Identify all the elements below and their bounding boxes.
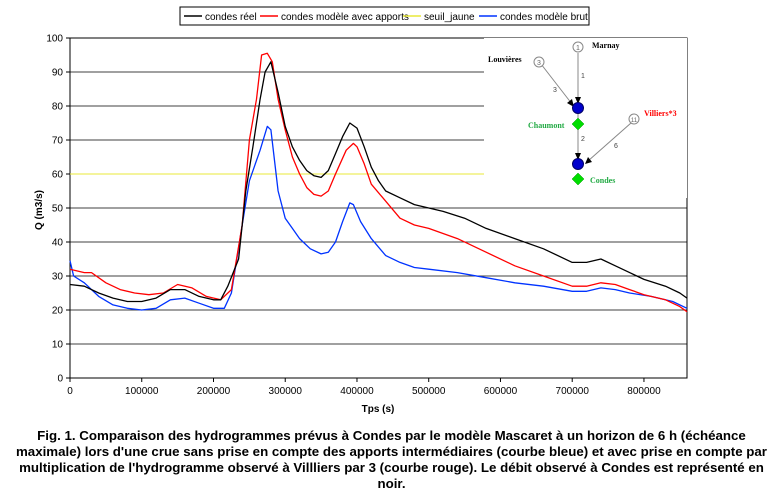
edge-louvieres-chaumont xyxy=(540,63,573,105)
y-tick-label: 100 xyxy=(46,34,63,45)
y-tick-label: 0 xyxy=(57,374,63,385)
y-tick-label: 20 xyxy=(52,306,64,317)
node-label-louvieres: Louvières xyxy=(488,55,522,64)
series-line-condes-r-el xyxy=(69,61,688,303)
x-tick-label: 100000 xyxy=(125,386,159,397)
legend-label-condes-reel: condes réel xyxy=(205,12,257,23)
node-villiers-circle xyxy=(628,113,640,125)
x-tick-label: 200000 xyxy=(197,386,231,397)
edge-label: 2 xyxy=(581,136,585,143)
x-axis-title: Tps (s) xyxy=(362,404,395,415)
y-tick-label: 90 xyxy=(52,68,64,79)
station-condes-diamond xyxy=(571,172,585,186)
figure-caption: Fig. 1. Comparaison des hydrogrammes pré… xyxy=(15,428,767,491)
y-tick-label: 30 xyxy=(52,272,64,283)
legend-label-modele-brut: condes modèle brut xyxy=(500,12,588,23)
edge-label: 1 xyxy=(581,73,585,80)
edge-label: 6 xyxy=(614,143,618,150)
series-line-condes-mod-le-brut xyxy=(69,125,688,311)
node-louvieres-number: 3 xyxy=(537,60,541,67)
y-tick-label: 60 xyxy=(52,170,64,181)
arrow-villiers xyxy=(585,157,592,164)
arrow-louvieres xyxy=(567,99,574,107)
node-label-condes: Condes xyxy=(590,176,615,185)
station-chaumont-diamond xyxy=(571,117,585,131)
node-label-marnay: Marnay xyxy=(592,41,620,50)
y-tick-label: 70 xyxy=(52,136,64,147)
x-tick-label: 400000 xyxy=(340,386,374,397)
chart-area: condes réel condes modèle avec apports s… xyxy=(34,6,688,415)
node-villiers-number: 11 xyxy=(631,118,638,124)
junction-condes-node xyxy=(572,158,584,170)
x-tick-label: 0 xyxy=(67,386,73,397)
legend-label-seuil-jaune: seuil_jaune xyxy=(424,12,475,23)
x-tick-label: 700000 xyxy=(556,386,590,397)
y-tick-label: 50 xyxy=(52,204,64,215)
edge-label: 3 xyxy=(553,87,557,94)
x-tick-label: 300000 xyxy=(269,386,303,397)
series-layer xyxy=(69,52,688,313)
series-line-condes-mod-le-avec-apports xyxy=(69,52,688,313)
arrow-marnay xyxy=(575,97,581,104)
axis-layer: 0 10 20 30 40 50 60 70 80 90 100 0 100000 200000 30000… xyxy=(46,34,661,398)
network-schema: 1 3 2 6 1 3 11 Marnay Louvières Villiers… xyxy=(484,38,687,198)
node-label-villiers: Villiers*3 xyxy=(644,109,677,118)
node-marnay-number: 1 xyxy=(576,45,580,52)
legend: condes réel condes modèle avec apports s… xyxy=(179,6,590,26)
y-axis-title: Q (m3/s) xyxy=(34,190,45,230)
node-marnay-circle xyxy=(572,41,584,53)
y-tick-label: 80 xyxy=(52,102,64,113)
x-tick-label: 800000 xyxy=(627,386,661,397)
x-tick-label: 500000 xyxy=(412,386,446,397)
node-label-chaumont: Chaumont xyxy=(528,121,565,130)
y-tick-label: 40 xyxy=(52,238,64,249)
edge-villiers-condes xyxy=(587,122,632,162)
arrow-chaumont xyxy=(575,153,581,160)
y-tick-label: 10 xyxy=(52,340,64,351)
junction-chaumont-node xyxy=(572,102,584,114)
legend-label-modele-apports: condes modèle avec apports xyxy=(281,12,409,23)
schema-background xyxy=(484,38,687,198)
x-tick-label: 600000 xyxy=(484,386,518,397)
node-louvieres-circle xyxy=(533,56,545,68)
